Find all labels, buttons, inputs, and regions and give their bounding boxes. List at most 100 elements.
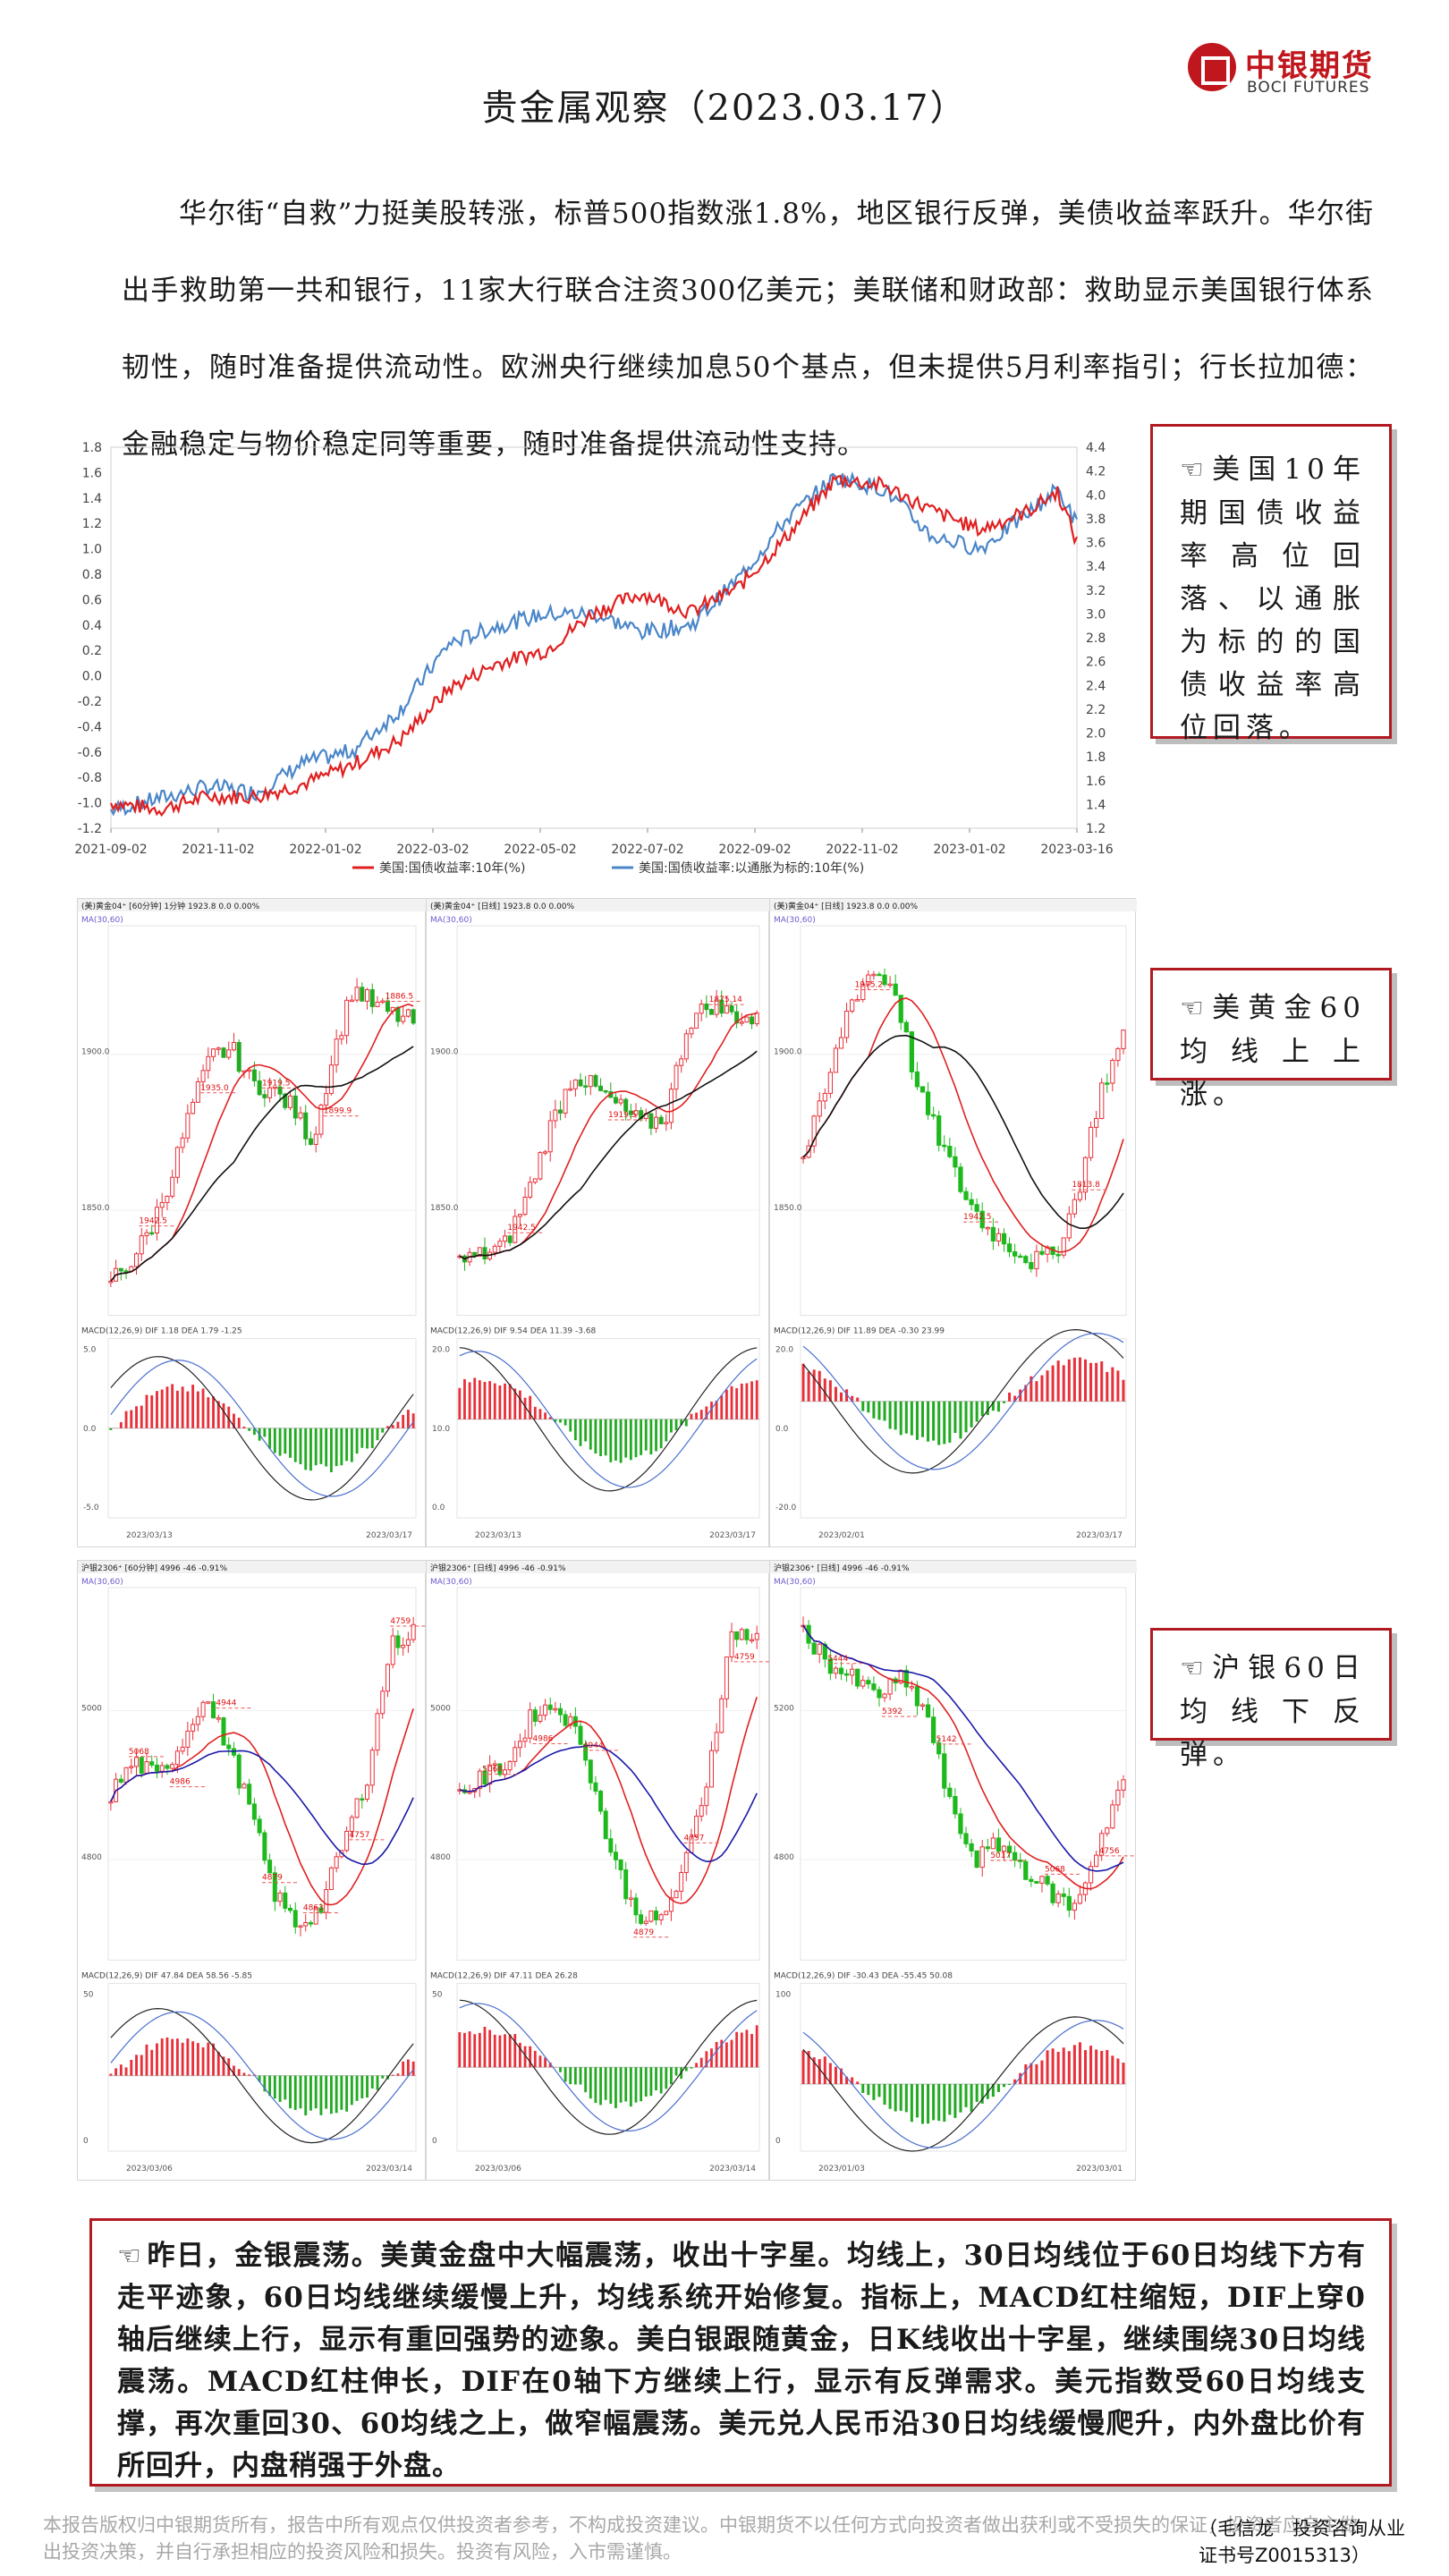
- candle-body: [925, 1091, 931, 1115]
- candle-body: [288, 1907, 293, 1911]
- candle-body: [1029, 1878, 1034, 1882]
- x-tick-label: 2021-09-02: [74, 843, 147, 857]
- candle-body: [1061, 1893, 1066, 1897]
- panel-header-bg: [78, 1561, 427, 1573]
- candle-body: [365, 988, 370, 1002]
- silver-panel-daily-1: 沪银2306⁺ [日线] 4996 -46 -0.91% MA(30,60) MAC…: [426, 1560, 770, 2181]
- callout-silver-text: 沪银60日均线下反弹。: [1180, 1652, 1366, 1771]
- candle-body: [298, 1112, 303, 1119]
- macd-legend: MACD(12,26,9) DIF 1.18 DEA 1.79 -1.25: [81, 1327, 242, 1336]
- candle-body: [108, 1280, 114, 1284]
- macd-tick-label: 0.0: [432, 1504, 445, 1513]
- gold-panel-daily-1: (美)黄金04⁺ [日线] 1923.8 0.0 0.00% MA(30,60) M…: [426, 898, 770, 1547]
- silver-panel-daily-2: 沪银2306⁺ [日线] 4996 -46 -0.91% MA(30,60) MAC…: [769, 1560, 1137, 2181]
- candle-body: [1072, 1199, 1077, 1215]
- price-label: 1875.14: [709, 996, 742, 1004]
- candle-body: [1115, 1789, 1121, 1806]
- candle-body: [563, 1714, 568, 1726]
- candle-body: [679, 1058, 684, 1066]
- macd-tick-label: 100: [775, 1990, 791, 1999]
- right-tick-label: 2.2: [1086, 703, 1106, 717]
- macd-tick-label: 10.0: [432, 1425, 450, 1434]
- candle-body: [1001, 1233, 1007, 1245]
- price-label: 5142: [936, 1735, 957, 1744]
- candle-body: [1013, 1852, 1018, 1861]
- macd-dea-line: [802, 2020, 1124, 2148]
- legend-nominal: 美国:国债收益率:以通胀为标的:10年(%): [639, 860, 864, 876]
- candle-body: [334, 1038, 339, 1066]
- price-frame: [107, 1587, 417, 1961]
- candle-body: [578, 1725, 583, 1745]
- candle-body: [318, 1907, 324, 1913]
- candle-body: [643, 1920, 648, 1924]
- macd-dea-line: [110, 2011, 414, 2140]
- macd-dif-line: [110, 2007, 414, 2144]
- candle-body: [354, 1798, 360, 1818]
- candle-body: [308, 1138, 313, 1145]
- candle-body: [817, 1100, 822, 1117]
- candle-body: [833, 1667, 839, 1674]
- x-tick-label: 2022-05-02: [504, 843, 576, 857]
- candle-body: [369, 988, 375, 1007]
- candle-body: [714, 1732, 719, 1751]
- candle-body: [719, 999, 724, 1014]
- price-label: 4759: [734, 1653, 755, 1662]
- candle-body: [139, 1757, 144, 1774]
- candle-body: [334, 1856, 339, 1868]
- macd-legend: MACD(12,26,9) DIF 47.84 DEA 58.56 -5.85: [81, 1971, 252, 1980]
- candle-body: [251, 1803, 257, 1820]
- candle-body: [226, 1744, 232, 1750]
- candle-body: [593, 1782, 598, 1792]
- panel-header: (美)黄金04⁺ [60分钟] 1分钟 1923.8 0.0 0.00%: [81, 901, 260, 911]
- yield-chart-svg: 1.8 1.6 1.4 1.2 1.0 0.8 0.6 0.4 0.2 0.0 -0.2 -0.4 -0…: [74, 441, 1113, 876]
- x-tick-label: 2022-01-02: [289, 843, 361, 857]
- candle-body: [206, 1701, 211, 1704]
- candle-body: [1045, 1876, 1050, 1885]
- candle-body: [613, 1097, 618, 1104]
- candle-body: [517, 1741, 522, 1749]
- right-tick-label: 4.4: [1086, 441, 1106, 455]
- candle-body: [969, 1843, 974, 1852]
- left-tick-label: 1.8: [82, 441, 102, 455]
- candle-body: [914, 1071, 920, 1088]
- candle-body: [754, 1632, 759, 1640]
- candle-body: [709, 1009, 714, 1015]
- macd-frame: [800, 1338, 1127, 1519]
- ma30-line: [802, 1624, 1124, 1890]
- macd-dea-line: [459, 1351, 758, 1488]
- candle-body: [953, 1795, 958, 1815]
- candle-body: [477, 1770, 482, 1790]
- macd-dea-line: [110, 1360, 414, 1497]
- candle-body: [349, 999, 354, 1003]
- candle-body: [568, 1088, 573, 1091]
- macd-dif-line: [110, 1356, 414, 1501]
- candle-body: [1099, 1082, 1105, 1119]
- candle-body: [866, 1680, 871, 1685]
- price-label: 5068: [1045, 1865, 1065, 1874]
- candle-body: [195, 1716, 200, 1725]
- candle-body: [603, 1089, 608, 1093]
- candle-body: [598, 1791, 604, 1812]
- price-label: 4986: [170, 1778, 191, 1787]
- candle-body: [324, 1889, 329, 1913]
- candle-body: [593, 1074, 598, 1087]
- intro-paragraph: 华尔街“自救”力挺美股转涨，标普500指数涨1.8%，地区银行反弹，美债收益率跃…: [122, 198, 1374, 461]
- price-tick-label: 1850.0: [430, 1204, 459, 1213]
- candle-body: [497, 1241, 503, 1247]
- candle-body: [339, 1035, 344, 1040]
- panel-header: 沪银2306⁺ [日线] 4996 -46 -0.91%: [430, 1563, 566, 1573]
- candle-body: [914, 1686, 920, 1707]
- candle-body: [1055, 1893, 1061, 1903]
- candle-body: [211, 1048, 216, 1057]
- candle-body: [942, 1144, 947, 1148]
- date-label: 2023/02/01: [818, 1531, 865, 1540]
- candle-body: [385, 1664, 390, 1692]
- candle-body: [303, 1112, 309, 1140]
- left-tick-label: -0.6: [78, 746, 102, 760]
- candle-body: [492, 1763, 497, 1766]
- left-tick-label: 1.4: [82, 492, 102, 506]
- candle-body: [909, 1686, 914, 1689]
- candle-body: [231, 1041, 236, 1051]
- candle-body: [380, 1690, 386, 1715]
- candle-body: [990, 1226, 996, 1241]
